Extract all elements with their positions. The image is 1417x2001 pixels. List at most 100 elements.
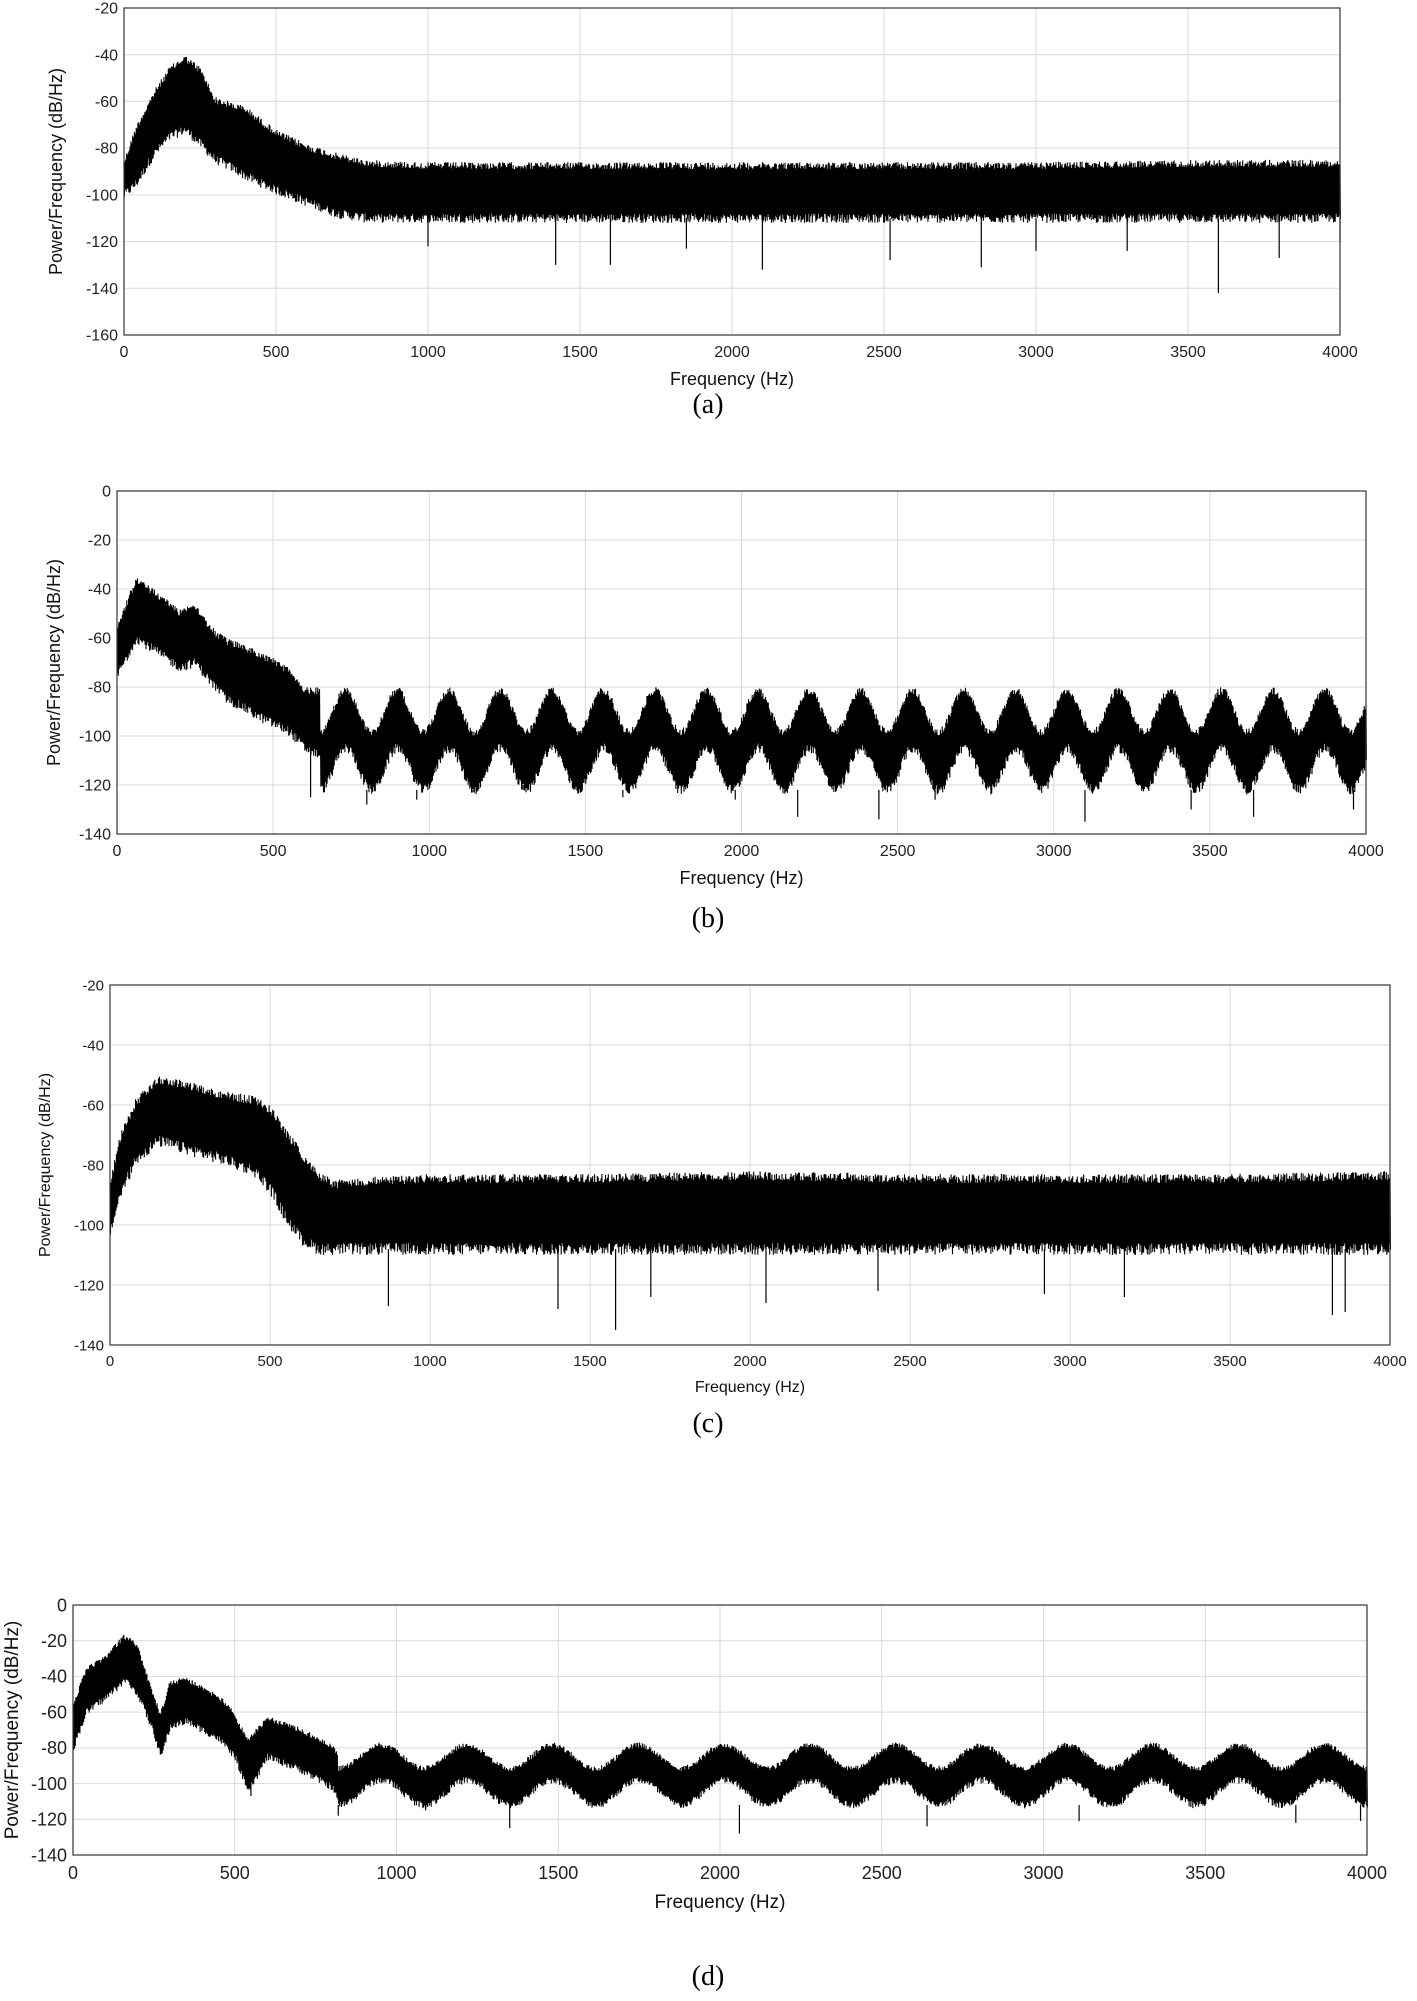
x-tick-label: 2500 xyxy=(893,1353,926,1370)
x-tick-label: 2000 xyxy=(714,344,750,361)
x-tick-label: 3000 xyxy=(1053,1353,1086,1370)
x-tick-label: 2500 xyxy=(880,843,916,860)
x-tick-label: 2500 xyxy=(862,1863,902,1883)
x-axis-label: Frequency (Hz) xyxy=(670,369,794,389)
x-axis-label: Frequency (Hz) xyxy=(679,868,803,888)
y-tick-label: -80 xyxy=(95,141,118,158)
x-tick-label: 2500 xyxy=(866,344,902,361)
x-tick-label: 4000 xyxy=(1348,843,1384,860)
x-tick-label: 1000 xyxy=(410,344,446,361)
y-tick-label: -120 xyxy=(79,778,111,795)
panel-caption: (b) xyxy=(692,903,725,934)
grid-lines xyxy=(117,491,1366,834)
chart-panel-b: 0 500 1000 1500 2000 2500 3000 3500 4000 0 -20 -40 -… xyxy=(44,484,1384,934)
y-tick-label: -60 xyxy=(88,631,111,648)
y-tick-label: -120 xyxy=(31,1810,67,1830)
y-axis-label: Power/Frequency (dB/Hz) xyxy=(46,68,66,275)
x-tick-label: 500 xyxy=(257,1353,282,1370)
y-tick-label: -140 xyxy=(74,1337,104,1354)
x-tick-label: 1000 xyxy=(413,1353,446,1370)
y-tick-label: -80 xyxy=(82,1157,104,1174)
y-tick-label: -140 xyxy=(86,281,118,298)
spectrum-trace xyxy=(123,56,1341,223)
x-tick-label: 1500 xyxy=(573,1353,606,1370)
y-tick-label: -100 xyxy=(31,1774,67,1794)
x-tick-label: 0 xyxy=(120,344,129,361)
x-tick-label: 4000 xyxy=(1373,1353,1406,1370)
chart-panel-a: 0 500 1000 1500 2000 2500 3000 3500 4000 -20 -40 -6… xyxy=(46,1,1358,420)
x-tick-label: 3000 xyxy=(1023,1863,1063,1883)
y-tick-label: -40 xyxy=(95,47,118,64)
y-axis-label: Power/Frequency (dB/Hz) xyxy=(44,559,64,766)
tick-labels: 0 500 1000 1500 2000 2500 3000 3500 4000 -20 -40 -6… xyxy=(74,977,1407,1370)
y-tick-label: -20 xyxy=(82,977,104,994)
y-tick-label: -60 xyxy=(41,1702,67,1722)
x-tick-label: 1500 xyxy=(538,1863,578,1883)
y-tick-label: -80 xyxy=(41,1738,67,1758)
y-tick-label: -20 xyxy=(88,533,111,550)
x-tick-label: 3500 xyxy=(1170,344,1206,361)
y-tick-label: 0 xyxy=(57,1595,67,1615)
y-tick-label: -20 xyxy=(41,1631,67,1651)
x-tick-label: 0 xyxy=(106,1353,114,1370)
x-tick-label: 500 xyxy=(260,843,287,860)
x-tick-label: 2000 xyxy=(724,843,760,860)
y-tick-label: 0 xyxy=(102,484,111,501)
y-tick-label: -100 xyxy=(74,1217,104,1234)
spectrum-trace xyxy=(109,1076,1392,1256)
x-tick-label: 2000 xyxy=(700,1863,740,1883)
x-axis-label: Frequency (Hz) xyxy=(655,1892,786,1913)
y-tick-label: -80 xyxy=(88,680,111,697)
plot-frame xyxy=(116,490,1367,835)
x-tick-label: 1500 xyxy=(568,843,604,860)
x-tick-label: 1500 xyxy=(562,344,598,361)
y-tick-label: -40 xyxy=(88,582,111,599)
x-tick-label: 3500 xyxy=(1213,1353,1246,1370)
tick-labels: 0 500 1000 1500 2000 2500 3000 3500 4000 -20 -40 -6… xyxy=(86,1,1358,361)
x-tick-label: 1000 xyxy=(376,1863,416,1883)
x-tick-label: 2000 xyxy=(733,1353,766,1370)
x-tick-label: 1000 xyxy=(411,843,447,860)
x-tick-label: 3000 xyxy=(1036,843,1072,860)
y-tick-label: -100 xyxy=(79,729,111,746)
x-tick-label: 500 xyxy=(220,1863,250,1883)
data-series xyxy=(72,1634,1369,1834)
y-axis-label: Power/Frequency (dB/Hz) xyxy=(37,1073,54,1257)
plot-frame xyxy=(109,984,1391,1346)
data-series xyxy=(109,1076,1392,1330)
y-axis-label: Power/Frequency (dB/Hz) xyxy=(2,1621,23,1840)
tick-labels: 0 500 1000 1500 2000 2500 3000 3500 4000 0 -20 -40 -… xyxy=(79,484,1384,860)
chart-panel-d: 0 500 1000 1500 2000 2500 3000 3500 4000 0 -20 -40 -… xyxy=(2,1595,1387,1992)
data-series xyxy=(123,56,1341,293)
x-tick-label: 3500 xyxy=(1192,843,1228,860)
y-tick-label: -60 xyxy=(82,1097,104,1114)
data-series xyxy=(116,578,1367,822)
spectrum-trace xyxy=(116,578,1367,795)
y-tick-label: -60 xyxy=(95,94,118,111)
y-tick-label: -140 xyxy=(31,1845,67,1865)
y-tick-label: -120 xyxy=(74,1277,104,1294)
x-tick-label: 4000 xyxy=(1322,344,1358,361)
x-tick-label: 3500 xyxy=(1185,1863,1225,1883)
panel-caption: (a) xyxy=(692,389,723,420)
y-tick-label: -140 xyxy=(79,827,111,844)
plot-frame xyxy=(72,1604,1368,1856)
y-tick-label: -40 xyxy=(41,1667,67,1687)
spectrum-trace xyxy=(72,1634,1369,1809)
y-tick-label: -40 xyxy=(82,1037,104,1054)
x-tick-label: 500 xyxy=(263,344,290,361)
x-tick-label: 0 xyxy=(113,843,122,860)
panel-caption: (d) xyxy=(692,1961,725,1992)
x-tick-label: 3000 xyxy=(1018,344,1054,361)
panel-caption: (c) xyxy=(692,1408,723,1439)
y-tick-label: -20 xyxy=(95,1,118,18)
x-axis-label: Frequency (Hz) xyxy=(695,1379,805,1396)
y-tick-label: -160 xyxy=(86,328,118,345)
plot-frame xyxy=(123,7,1341,336)
tick-labels: 0 500 1000 1500 2000 2500 3000 3500 4000 0 -20 -40 -… xyxy=(31,1595,1387,1883)
chart-panel-c: 0 500 1000 1500 2000 2500 3000 3500 4000 -20 -40 -6… xyxy=(37,977,1407,1439)
y-tick-label: -100 xyxy=(86,187,118,204)
x-tick-label: 0 xyxy=(68,1863,78,1883)
x-tick-label: 4000 xyxy=(1347,1863,1387,1883)
y-tick-label: -120 xyxy=(86,234,118,251)
